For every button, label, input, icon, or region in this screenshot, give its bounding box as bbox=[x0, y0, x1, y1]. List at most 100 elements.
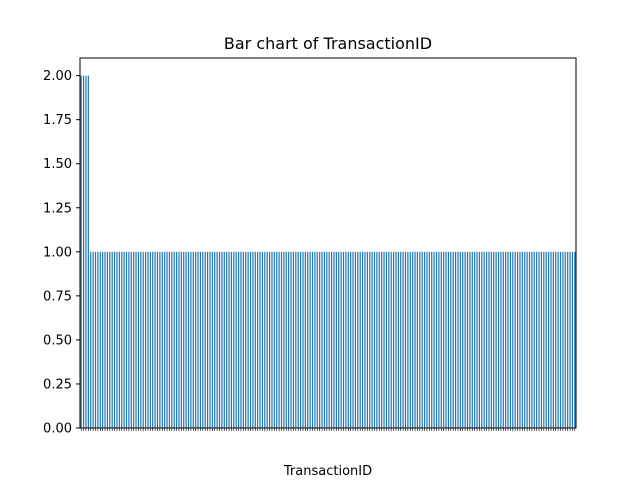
bar bbox=[500, 251, 502, 428]
y-tick-label: 0.25 bbox=[43, 377, 72, 392]
bar bbox=[564, 251, 566, 428]
bar bbox=[297, 251, 299, 428]
bar bbox=[495, 251, 497, 428]
bar bbox=[381, 251, 383, 428]
bar bbox=[288, 251, 290, 428]
bar bbox=[135, 251, 137, 428]
plot-frame bbox=[79, 57, 577, 429]
bar bbox=[87, 75, 89, 429]
bar bbox=[319, 251, 321, 428]
bar bbox=[369, 251, 371, 428]
bar bbox=[142, 251, 144, 428]
bar bbox=[168, 251, 171, 428]
bar bbox=[104, 251, 106, 428]
bar bbox=[397, 251, 399, 428]
bar bbox=[304, 251, 306, 428]
bar bbox=[290, 251, 292, 428]
bar bbox=[185, 251, 187, 428]
bar bbox=[171, 251, 173, 428]
bar bbox=[113, 251, 116, 428]
bar bbox=[543, 251, 545, 428]
bar bbox=[221, 251, 223, 428]
bar bbox=[478, 251, 481, 428]
bar bbox=[469, 251, 471, 428]
bar bbox=[214, 251, 216, 428]
bar bbox=[97, 251, 99, 428]
bar bbox=[366, 251, 368, 428]
bar bbox=[257, 251, 259, 428]
bar bbox=[445, 251, 447, 428]
bar bbox=[524, 251, 526, 428]
bar bbox=[121, 251, 123, 428]
bar bbox=[440, 251, 442, 428]
bar bbox=[428, 251, 430, 428]
bar bbox=[218, 251, 221, 428]
bar bbox=[342, 251, 345, 428]
bar bbox=[333, 251, 335, 428]
bar bbox=[423, 251, 426, 428]
bar bbox=[385, 251, 388, 428]
bar bbox=[314, 251, 316, 428]
bar bbox=[128, 251, 130, 428]
bar bbox=[507, 251, 509, 428]
bar bbox=[354, 251, 357, 428]
bar bbox=[562, 251, 564, 428]
bar bbox=[323, 251, 326, 428]
bar bbox=[338, 251, 340, 428]
bar bbox=[187, 251, 190, 428]
bar bbox=[502, 251, 504, 428]
bar bbox=[490, 251, 492, 428]
bar bbox=[395, 251, 397, 428]
bar bbox=[454, 251, 457, 428]
bar bbox=[545, 251, 547, 428]
bar bbox=[311, 251, 314, 428]
bar bbox=[412, 251, 414, 428]
bar bbox=[197, 251, 199, 428]
bar bbox=[164, 251, 166, 428]
bar bbox=[237, 251, 240, 428]
bar bbox=[555, 251, 557, 428]
bar bbox=[204, 251, 206, 428]
bar bbox=[373, 251, 376, 428]
bar bbox=[485, 251, 488, 428]
y-tick-label: 0.00 bbox=[43, 422, 72, 437]
bar bbox=[330, 251, 333, 428]
bar bbox=[512, 251, 514, 428]
bar bbox=[307, 251, 309, 428]
bar bbox=[531, 251, 533, 428]
bar bbox=[345, 251, 347, 428]
bar bbox=[252, 251, 254, 428]
bar bbox=[359, 251, 361, 428]
bar bbox=[240, 251, 242, 428]
bar bbox=[147, 251, 149, 428]
x-axis-label: TransactionID bbox=[283, 464, 372, 479]
bar bbox=[426, 251, 428, 428]
bar bbox=[419, 251, 421, 428]
bar bbox=[497, 251, 500, 428]
bar bbox=[226, 251, 228, 428]
bar bbox=[183, 251, 185, 428]
bar bbox=[521, 251, 523, 428]
bar bbox=[280, 251, 283, 428]
bar bbox=[94, 251, 97, 428]
bar bbox=[536, 251, 538, 428]
bar bbox=[309, 251, 311, 428]
bar bbox=[347, 251, 349, 428]
bar bbox=[364, 251, 366, 428]
bar bbox=[180, 251, 182, 428]
bar bbox=[526, 251, 528, 428]
bar bbox=[474, 251, 476, 428]
bar bbox=[190, 251, 192, 428]
bar bbox=[328, 251, 330, 428]
bar bbox=[242, 251, 244, 428]
bar bbox=[402, 251, 404, 428]
bar bbox=[476, 251, 478, 428]
bar bbox=[266, 251, 268, 428]
bar bbox=[505, 251, 507, 428]
y-tick-label: 1.75 bbox=[43, 113, 72, 128]
bar bbox=[125, 251, 128, 428]
bar bbox=[271, 251, 273, 428]
bar bbox=[528, 251, 531, 428]
bar bbox=[388, 251, 390, 428]
bar bbox=[383, 251, 385, 428]
